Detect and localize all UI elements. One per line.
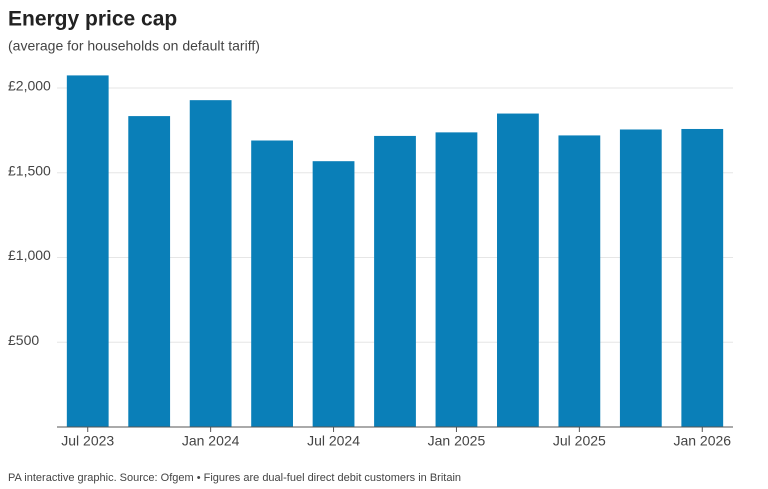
- x-tick-label: Jul 2025: [553, 433, 606, 449]
- x-tick-label: Jan 2026: [673, 433, 731, 449]
- chart-title: Energy price cap: [8, 8, 177, 31]
- x-tick-label: Jan 2025: [428, 433, 486, 449]
- chart-subtitle: (average for households on default tarif…: [8, 38, 260, 54]
- bar: [128, 116, 171, 428]
- bar: [374, 135, 416, 427]
- y-tick-label: £1,000: [8, 247, 51, 263]
- y-tick-label: £500: [8, 332, 39, 348]
- y-tick-label: £2,000: [8, 78, 51, 94]
- y-tick-label: £1,500: [8, 162, 51, 178]
- bar: [619, 129, 662, 427]
- source-note: PA interactive graphic. Source: Ofgem • …: [8, 472, 461, 484]
- bar: [435, 132, 478, 427]
- bar: [312, 161, 355, 428]
- bar: [66, 75, 109, 427]
- bar: [681, 128, 724, 427]
- bar: [558, 135, 601, 427]
- x-tick-label: Jan 2024: [182, 433, 240, 449]
- bar: [497, 113, 539, 427]
- bar: [251, 140, 293, 427]
- x-tick-label: Jul 2024: [307, 433, 360, 449]
- x-tick-label: Jul 2023: [61, 433, 114, 449]
- bar: [189, 100, 232, 428]
